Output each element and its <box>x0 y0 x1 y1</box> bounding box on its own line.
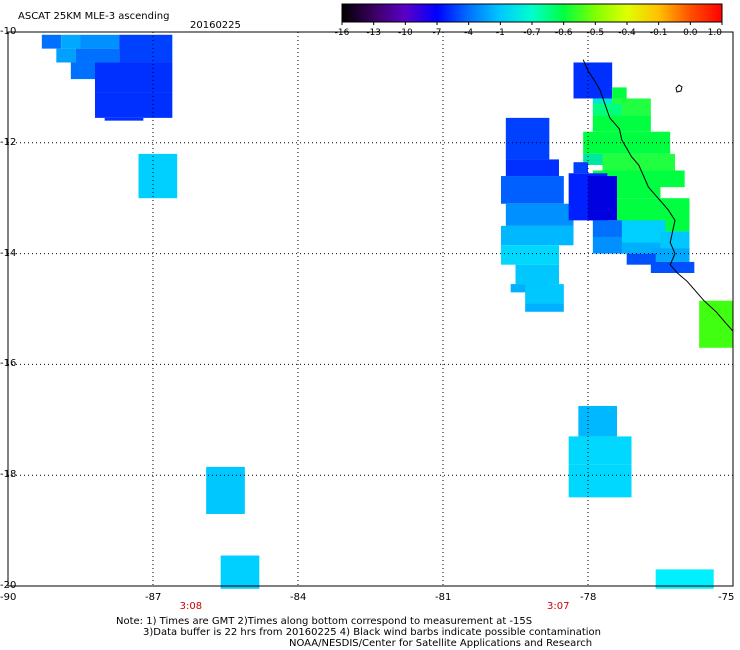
x-tick-label: -87 <box>145 592 162 603</box>
data-cell <box>104 117 144 121</box>
data-cell <box>95 62 173 93</box>
coastline <box>582 59 734 332</box>
data-cell <box>505 159 559 177</box>
data-cell <box>75 48 120 63</box>
y-tick-label: -14 <box>0 247 17 259</box>
data-cell <box>602 153 675 171</box>
data-cell <box>70 62 95 80</box>
data-cell <box>95 92 173 118</box>
data-cell <box>660 231 690 249</box>
colorbar-tick-label: -7 <box>433 28 442 38</box>
x-tick-label: -75 <box>718 592 735 603</box>
y-tick-label: -10 <box>0 26 17 37</box>
colorbar-tick-label: 1.0 <box>708 28 723 38</box>
wind-map <box>7 31 734 589</box>
x-tick-label: -78 <box>580 592 597 603</box>
data-cell <box>61 34 81 49</box>
colorbar-tick-label: -10 <box>398 28 413 38</box>
colorbar-gradient <box>342 4 722 22</box>
colorbar-tick-label: -1 <box>496 28 505 38</box>
colorbar-tick-label: -0.7 <box>523 28 541 38</box>
colorbar-tick-label: 0.0 <box>683 28 698 38</box>
y-tick-label: -16 <box>0 358 17 370</box>
x-tick-label: -81 <box>435 592 452 603</box>
colorbar-labels: -16 -13 -10 -7 -4 -1 -0.7 -0.6 -0.5 -0.4 -0.1 0.0 1.… <box>335 22 723 38</box>
data-cell <box>206 466 245 514</box>
map-date: 20160225 <box>190 20 241 31</box>
data-cell <box>220 555 260 589</box>
time-label: 3:07 <box>547 601 570 612</box>
data-cell <box>41 34 62 49</box>
data-cell <box>592 98 613 105</box>
data-cell <box>699 300 733 348</box>
note-line-1: Note: 1) Times are GMT 2)Times along bot… <box>116 616 533 627</box>
data-cell <box>583 153 603 165</box>
data-cell <box>650 248 690 262</box>
data-cell <box>80 34 120 49</box>
data-cell <box>573 162 588 174</box>
data-cell <box>525 303 564 312</box>
y-tick-label: -18 <box>0 469 17 481</box>
data-cell <box>138 153 178 199</box>
y-tick-label: -12 <box>0 136 17 148</box>
data-cell <box>505 117 550 160</box>
data-cell <box>592 220 627 237</box>
colorbar: -16 -13 -10 -7 -4 -1 -0.7 -0.6 -0.5 -0.4 -0.1 0.0 1.… <box>335 3 723 38</box>
data-cell <box>501 245 559 265</box>
data-cells <box>41 34 733 589</box>
data-cell <box>612 87 627 99</box>
data-cell <box>621 242 661 254</box>
map-frame <box>7 31 734 587</box>
colorbar-tick-label: -0.4 <box>618 28 636 38</box>
data-cell <box>655 569 714 589</box>
data-cell <box>119 34 173 63</box>
map-title: ASCAT 25KM MLE-3 ascending <box>18 11 170 22</box>
grid-lines <box>8 32 733 586</box>
data-cell <box>583 131 671 154</box>
x-tick-label: -84 <box>290 592 307 603</box>
colorbar-tick-label: -0.1 <box>650 28 668 38</box>
data-cell <box>621 220 666 243</box>
colorbar-tick-label: -0.5 <box>587 28 605 38</box>
data-cell <box>56 48 76 63</box>
data-cell <box>568 436 632 465</box>
data-cell <box>626 253 656 265</box>
colorbar-tick-label: -13 <box>366 28 381 38</box>
colorbar-tick-label: -0.6 <box>555 28 573 38</box>
data-cell <box>573 62 613 99</box>
island-outline <box>675 84 683 93</box>
data-cell <box>515 264 559 285</box>
data-cell <box>612 98 651 116</box>
data-cell <box>525 284 564 304</box>
time-label: 3:08 <box>179 601 203 612</box>
data-cell <box>660 170 685 188</box>
data-cell <box>578 405 617 437</box>
data-cell <box>505 203 574 226</box>
x-tick-label: -90 <box>0 592 17 603</box>
colorbar-tick-label: -16 <box>335 28 350 38</box>
data-cell <box>592 236 627 254</box>
colorbar-swatches <box>342 4 723 22</box>
data-cell <box>568 464 632 498</box>
y-tick-label: -20 <box>0 580 17 591</box>
data-cell <box>592 115 651 132</box>
note-line-2: 3)Data buffer is 22 hrs from 20160225 4)… <box>143 627 601 638</box>
data-cell <box>588 176 617 221</box>
colorbar-tick-label: -4 <box>464 28 473 38</box>
data-cell <box>501 176 564 204</box>
data-cell <box>501 225 574 246</box>
note-line-3: NOAA/NESDIS/Center for Satellite Applica… <box>289 638 593 649</box>
